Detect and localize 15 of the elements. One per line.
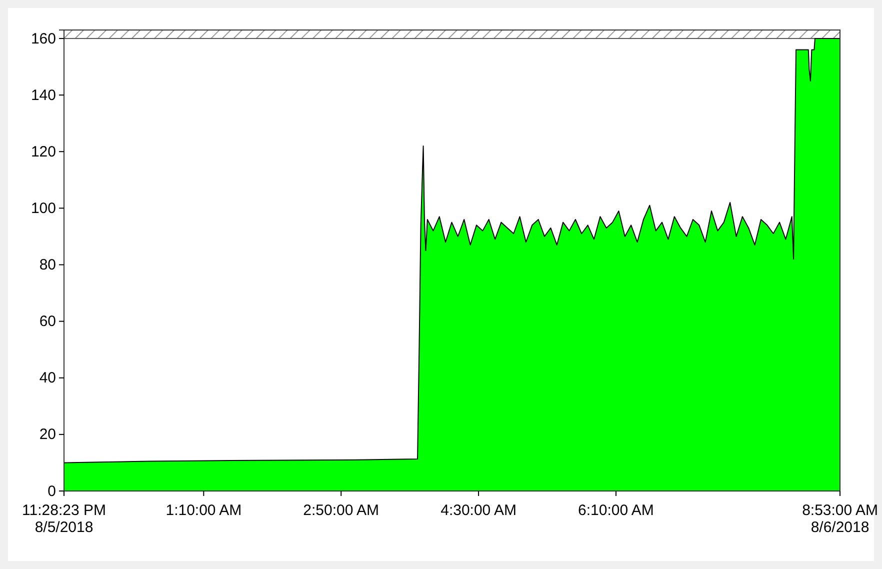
x-tick-label: 1:10:00 AM xyxy=(166,502,242,519)
x-tick-label: 6:10:00 AM xyxy=(578,502,654,519)
y-tick-label: 0 xyxy=(48,482,56,500)
y-tick-label: 120 xyxy=(30,143,56,160)
y-tick-label: 60 xyxy=(39,313,56,330)
y-tick-label: 140 xyxy=(30,86,56,104)
y-tick-label: 80 xyxy=(39,256,56,274)
y-tick-label: 40 xyxy=(39,370,56,387)
x-tick-label: 2:50:00 AM xyxy=(303,502,380,519)
y-tick-label: 160 xyxy=(30,30,56,48)
x-tick-label: 11:28:23 PM 8/5/2018 xyxy=(22,502,106,536)
y-tick-label: 20 xyxy=(39,426,56,444)
y-tick-label: 100 xyxy=(30,200,56,217)
x-tick-label: 4:30:00 AM xyxy=(440,502,516,519)
x-tick-label: 8:53:00 AM 8/6/2018 xyxy=(802,502,878,536)
